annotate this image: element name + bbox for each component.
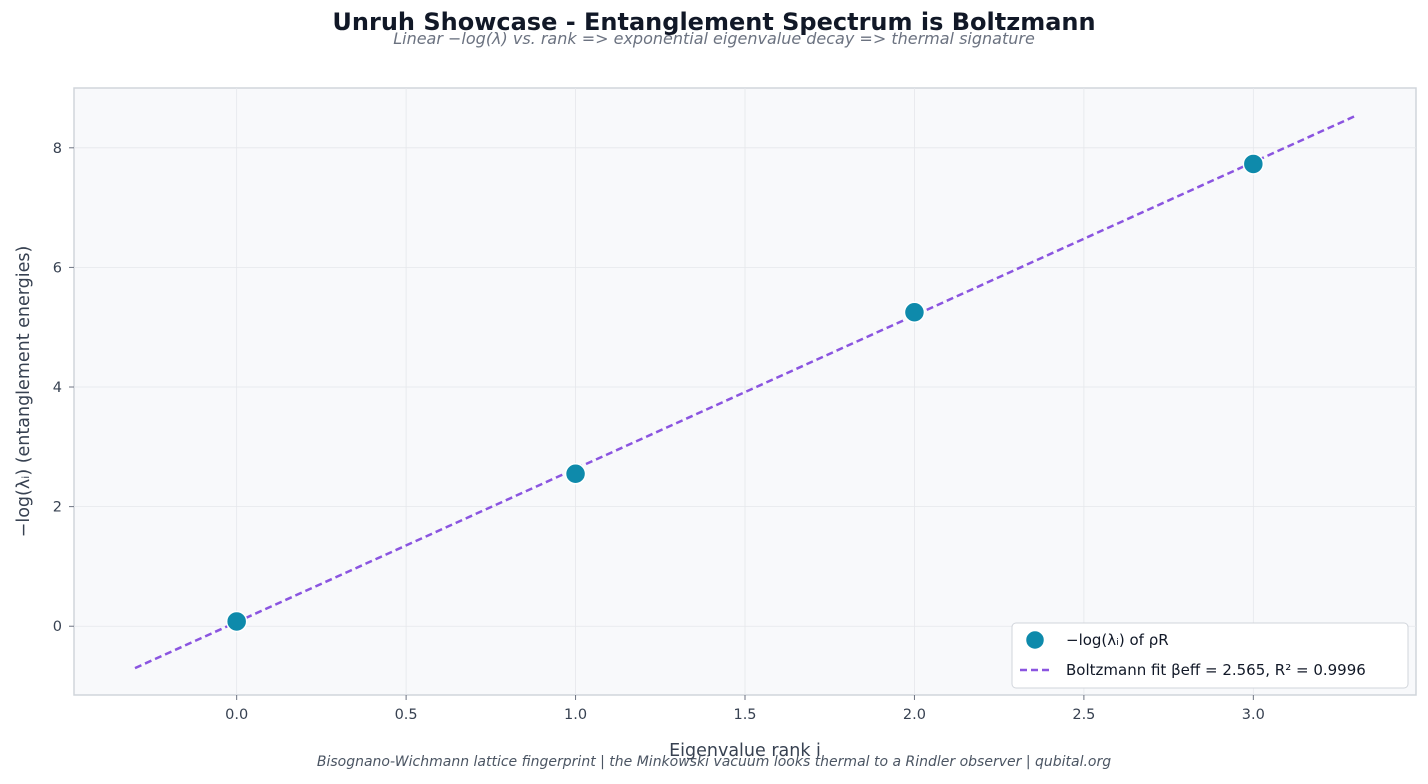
legend-label-scatter: −log(λᵢ) of ρR xyxy=(1066,631,1169,649)
data-point xyxy=(1242,153,1265,175)
data-point xyxy=(564,462,587,485)
data-point xyxy=(225,610,248,633)
legend-marker-scatter xyxy=(1024,629,1046,651)
x-axis-ticks: 0.0 0.5 1.0 1.5 2.0 2.5 3.0 xyxy=(225,695,1265,723)
y-tick-label: 2 xyxy=(53,500,62,516)
y-axis-ticks: 0 2 4 6 8 xyxy=(53,141,74,635)
x-tick-label: 0.0 xyxy=(225,707,248,723)
y-tick-label: 4 xyxy=(53,380,62,396)
data-point xyxy=(903,301,926,324)
x-tick-label: 2.0 xyxy=(903,707,926,723)
footer-credit: Bisognano-Wichmann lattice fingerprint |… xyxy=(316,754,1112,770)
x-tick-label: 0.5 xyxy=(395,707,418,723)
x-tick-label: 2.5 xyxy=(1072,707,1095,723)
x-tick-label: 1.0 xyxy=(564,707,587,723)
legend: −log(λᵢ) of ρR Boltzmann fit βeff = 2.56… xyxy=(1011,622,1409,689)
chart-subtitle: Linear −log(λ) vs. rank => exponential e… xyxy=(393,29,1035,48)
chart-title: Unruh Showcase - Entanglement Spectrum i… xyxy=(332,8,1096,36)
x-tick-label: 1.5 xyxy=(733,707,756,723)
legend-label-fit-line: Boltzmann fit βeff = 2.565, R² = 0.9996 xyxy=(1066,661,1366,679)
x-tick-label: 3.0 xyxy=(1242,707,1265,723)
y-tick-label: 8 xyxy=(53,141,62,157)
series-layer xyxy=(134,114,1356,670)
grid-lines xyxy=(74,88,1416,695)
y-tick-label: 6 xyxy=(53,260,62,276)
y-axis-label: −log(λᵢ) (entanglement energies) xyxy=(14,246,34,538)
fit-line xyxy=(134,114,1356,670)
x-axis-label: Eigenvalue rank i xyxy=(669,741,821,761)
legend-box xyxy=(1011,622,1409,689)
y-tick-label: 0 xyxy=(53,619,62,635)
